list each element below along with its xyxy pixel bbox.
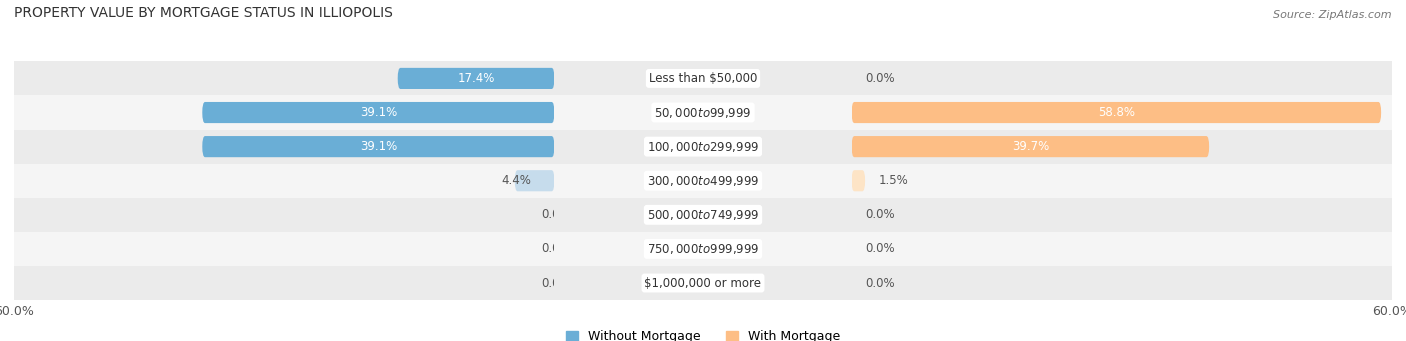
Bar [554,232,852,266]
Bar [554,164,852,198]
FancyBboxPatch shape [202,136,554,157]
FancyBboxPatch shape [852,102,1381,123]
Text: 39.7%: 39.7% [1012,140,1049,153]
FancyBboxPatch shape [398,68,554,89]
Text: 0.0%: 0.0% [865,277,894,290]
FancyBboxPatch shape [202,102,554,123]
Bar [554,95,852,130]
Text: 0.0%: 0.0% [541,208,571,221]
Text: 58.8%: 58.8% [1098,106,1135,119]
FancyBboxPatch shape [852,170,865,191]
Text: $750,000 to $999,999: $750,000 to $999,999 [647,242,759,256]
Bar [852,164,1392,198]
Bar [554,266,852,300]
Bar [14,232,554,266]
FancyBboxPatch shape [515,170,554,191]
Bar [14,61,554,95]
Text: 4.4%: 4.4% [502,174,531,187]
Bar [14,266,554,300]
Text: 0.0%: 0.0% [865,242,894,255]
Bar [852,266,1392,300]
Text: $100,000 to $299,999: $100,000 to $299,999 [647,139,759,154]
Text: PROPERTY VALUE BY MORTGAGE STATUS IN ILLIOPOLIS: PROPERTY VALUE BY MORTGAGE STATUS IN ILL… [14,6,392,20]
Bar [852,130,1392,164]
Bar [554,130,852,164]
Bar [554,198,852,232]
Text: 0.0%: 0.0% [865,72,894,85]
Legend: Without Mortgage, With Mortgage: Without Mortgage, With Mortgage [561,325,845,341]
Text: $1,000,000 or more: $1,000,000 or more [644,277,762,290]
Bar [14,198,554,232]
Bar [14,130,554,164]
Text: 39.1%: 39.1% [360,140,396,153]
Bar [852,198,1392,232]
Bar [554,61,852,95]
Text: $500,000 to $749,999: $500,000 to $749,999 [647,208,759,222]
Text: 0.0%: 0.0% [865,208,894,221]
Bar [852,95,1392,130]
Text: 1.5%: 1.5% [879,174,908,187]
Text: Source: ZipAtlas.com: Source: ZipAtlas.com [1274,10,1392,20]
Text: 0.0%: 0.0% [541,277,571,290]
FancyBboxPatch shape [852,136,1209,157]
Text: $50,000 to $99,999: $50,000 to $99,999 [654,105,752,120]
Text: $300,000 to $499,999: $300,000 to $499,999 [647,174,759,188]
Bar [14,95,554,130]
Text: 39.1%: 39.1% [360,106,396,119]
Text: Less than $50,000: Less than $50,000 [648,72,758,85]
Bar [852,232,1392,266]
Bar [852,61,1392,95]
Bar [14,164,554,198]
Text: 17.4%: 17.4% [457,72,495,85]
Text: 0.0%: 0.0% [541,242,571,255]
